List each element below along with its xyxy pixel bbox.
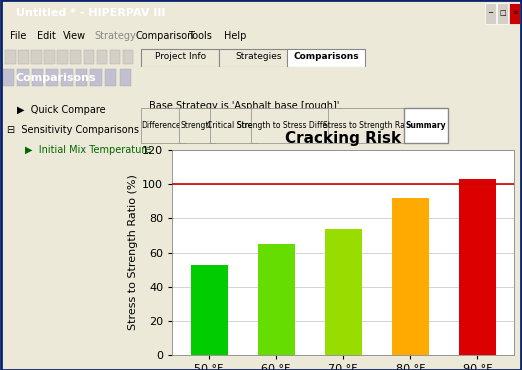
Text: ─: ─	[489, 10, 493, 16]
FancyBboxPatch shape	[141, 108, 185, 142]
Text: Tools: Tools	[188, 31, 212, 41]
Bar	[191, 265, 228, 355]
FancyBboxPatch shape	[105, 70, 116, 85]
FancyBboxPatch shape	[44, 50, 55, 64]
FancyBboxPatch shape	[57, 50, 68, 64]
Text: Untitled * - HIPERPAV III: Untitled * - HIPERPAV III	[16, 8, 165, 18]
Bar	[325, 229, 362, 355]
Text: Strategies: Strategies	[235, 52, 282, 61]
Text: Stress to Strength Ratio: Stress to Strength Ratio	[323, 121, 414, 130]
FancyBboxPatch shape	[70, 50, 81, 64]
FancyBboxPatch shape	[76, 70, 87, 85]
Text: File: File	[10, 31, 27, 41]
FancyBboxPatch shape	[252, 108, 334, 142]
Text: Base Strategy is 'Asphalt base [rough]'.: Base Strategy is 'Asphalt base [rough]'.	[149, 101, 342, 111]
FancyBboxPatch shape	[18, 50, 29, 64]
Title: Cracking Risk: Cracking Risk	[285, 131, 401, 146]
Text: ✕: ✕	[512, 10, 518, 16]
Text: Critical Stress: Critical Stress	[207, 121, 260, 130]
Y-axis label: Stress to Strength Ratio (%): Stress to Strength Ratio (%)	[128, 175, 138, 330]
FancyBboxPatch shape	[46, 70, 58, 85]
FancyBboxPatch shape	[5, 50, 16, 64]
FancyBboxPatch shape	[3, 70, 14, 85]
FancyBboxPatch shape	[32, 70, 43, 85]
FancyBboxPatch shape	[61, 70, 73, 85]
FancyBboxPatch shape	[90, 70, 102, 85]
Text: Differences: Differences	[141, 121, 185, 130]
Text: ▶  Quick Compare: ▶ Quick Compare	[17, 105, 105, 115]
Text: Edit: Edit	[37, 31, 55, 41]
FancyBboxPatch shape	[97, 50, 107, 64]
Text: Comparisons: Comparisons	[293, 52, 359, 61]
FancyBboxPatch shape	[497, 3, 508, 24]
FancyBboxPatch shape	[328, 108, 410, 142]
Text: Summary: Summary	[406, 121, 446, 130]
Text: Strategy: Strategy	[94, 31, 136, 41]
Bar	[392, 198, 429, 355]
Text: □: □	[500, 10, 506, 16]
FancyBboxPatch shape	[31, 50, 42, 64]
Text: Comparisons: Comparisons	[16, 73, 96, 83]
FancyBboxPatch shape	[120, 70, 131, 85]
Text: Strength: Strength	[181, 121, 214, 130]
FancyBboxPatch shape	[209, 108, 257, 142]
FancyBboxPatch shape	[179, 108, 215, 142]
FancyBboxPatch shape	[17, 70, 29, 85]
FancyBboxPatch shape	[141, 49, 219, 67]
FancyBboxPatch shape	[123, 50, 133, 64]
Bar	[459, 179, 496, 355]
FancyBboxPatch shape	[404, 108, 448, 142]
FancyBboxPatch shape	[110, 50, 120, 64]
Text: ▶  Initial Mix Temperature: ▶ Initial Mix Temperature	[26, 145, 151, 155]
Text: Comparison: Comparison	[136, 31, 194, 41]
Text: Strength to Stress Difference: Strength to Stress Difference	[236, 121, 348, 130]
FancyBboxPatch shape	[84, 50, 94, 64]
FancyBboxPatch shape	[219, 49, 298, 67]
Text: ⊟  Sensitivity Comparisons: ⊟ Sensitivity Comparisons	[7, 125, 139, 135]
FancyBboxPatch shape	[509, 3, 520, 24]
Text: Project Info: Project Info	[155, 52, 206, 61]
Text: Help: Help	[224, 31, 247, 41]
FancyBboxPatch shape	[485, 3, 496, 24]
Text: View: View	[63, 31, 86, 41]
Bar	[258, 244, 294, 355]
FancyBboxPatch shape	[287, 49, 365, 67]
